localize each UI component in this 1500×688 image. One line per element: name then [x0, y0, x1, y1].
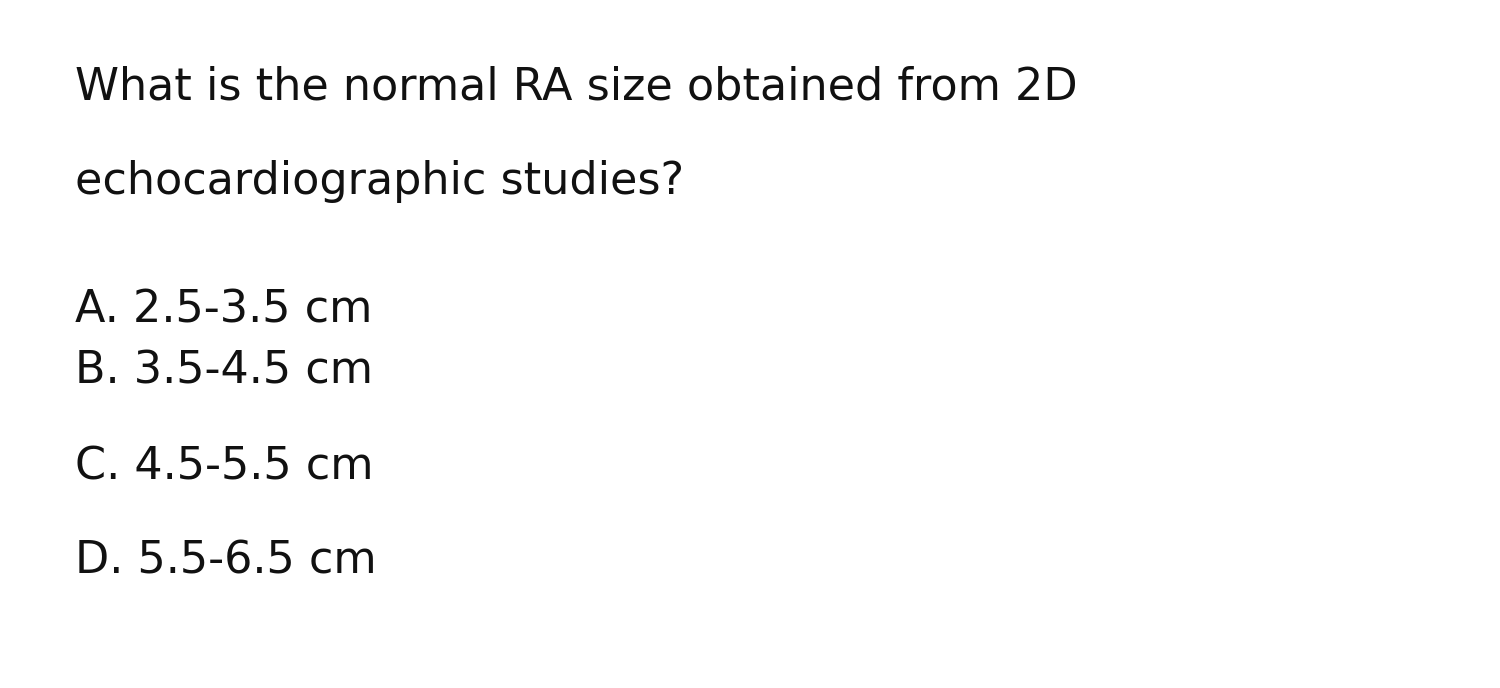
- Text: echocardiographic studies?: echocardiographic studies?: [75, 160, 684, 203]
- Text: D. 5.5-6.5 cm: D. 5.5-6.5 cm: [75, 540, 376, 583]
- Text: C. 4.5-5.5 cm: C. 4.5-5.5 cm: [75, 445, 374, 488]
- Text: What is the normal RA size obtained from 2D: What is the normal RA size obtained from…: [75, 65, 1077, 108]
- Text: A. 2.5-3.5 cm: A. 2.5-3.5 cm: [75, 288, 372, 331]
- Text: B. 3.5-4.5 cm: B. 3.5-4.5 cm: [75, 350, 374, 393]
